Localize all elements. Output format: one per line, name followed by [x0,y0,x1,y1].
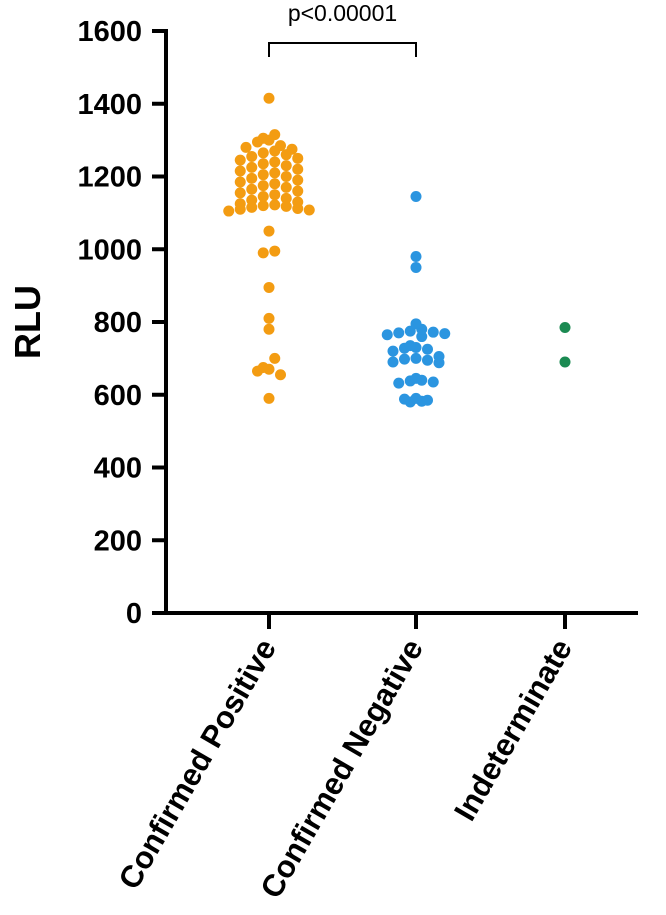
data-point [234,187,246,199]
data-point [387,356,399,368]
significance-bracket [268,42,417,57]
data-point [387,345,399,357]
data-point [269,245,281,257]
data-point [410,318,422,330]
data-point [246,150,258,162]
data-point [257,361,269,373]
y-tick-label: 1400 [77,89,142,121]
y-tick-label: 1200 [77,162,142,194]
p-value-label: p<0.00001 [288,0,397,26]
data-point [263,312,275,324]
data-point [269,352,281,364]
data-point [439,328,451,340]
data-point [422,354,433,366]
data-point [410,392,422,404]
x-category-label: Confirmed Positive [112,633,284,895]
data-point [257,191,269,203]
data-points [223,92,571,408]
data-point [280,181,292,193]
data-point [246,172,258,184]
data-point [263,92,275,104]
data-point [292,185,304,197]
data-point [280,200,292,212]
y-tick-label: 200 [94,525,142,557]
y-tick-label: 1000 [77,234,142,266]
data-point [234,154,246,166]
data-point [275,369,286,381]
data-point [427,326,439,338]
data-point [422,394,433,406]
data-point [246,183,258,195]
data-point [269,129,281,141]
data-point [292,196,304,208]
data-point [292,152,304,164]
data-point [269,199,281,211]
data-point [269,189,281,201]
data-point [286,143,298,155]
x-category-label: Indeterminate [447,633,579,827]
data-point [280,160,292,172]
significance-annotation: p<0.00001 [268,0,417,57]
data-point [399,393,410,405]
data-point [410,372,422,384]
data-point [433,351,445,363]
data-point [234,176,246,188]
data-point [257,247,269,259]
data-point [410,261,422,273]
data-point [234,198,246,210]
data-point [269,178,281,190]
y-tick-label: 800 [94,307,142,339]
y-tick-label: 1600 [77,16,142,48]
data-point [257,169,269,181]
data-point [393,377,405,389]
y-tick-label: 0 [126,598,142,630]
data-point [559,321,571,333]
data-point [234,165,246,177]
data-point [263,392,275,404]
data-point [257,158,269,170]
data-point [280,171,292,182]
data-point [275,140,286,152]
data-point [410,251,422,263]
data-point [223,205,235,217]
data-point [422,343,433,355]
y-tick-label: 400 [94,453,142,485]
data-point [257,200,269,212]
x-category-label: Confirmed Negative [253,633,430,904]
data-point [280,192,292,204]
data-point [410,191,422,203]
data-point [427,376,439,388]
y-axis-title: RLU [7,285,48,359]
y-tick-label: 600 [94,380,142,412]
data-point [263,225,275,237]
data-point [240,141,252,153]
data-point [399,353,410,365]
data-point [263,323,275,335]
data-point [292,174,304,186]
data-point [292,163,304,175]
y-axis: 0 200 400 600 800 1000 1200 1400 1600 [77,16,168,630]
data-point [303,204,315,216]
data-point [269,167,281,179]
data-point [257,132,269,144]
data-point [404,340,416,352]
data-point [246,194,258,206]
data-point [393,327,405,339]
data-point [257,180,269,192]
data-point [246,161,258,173]
data-point [410,352,422,364]
data-point [269,156,281,168]
data-point [381,329,393,341]
data-point [257,147,269,159]
data-point [263,281,275,293]
data-point [559,356,571,368]
